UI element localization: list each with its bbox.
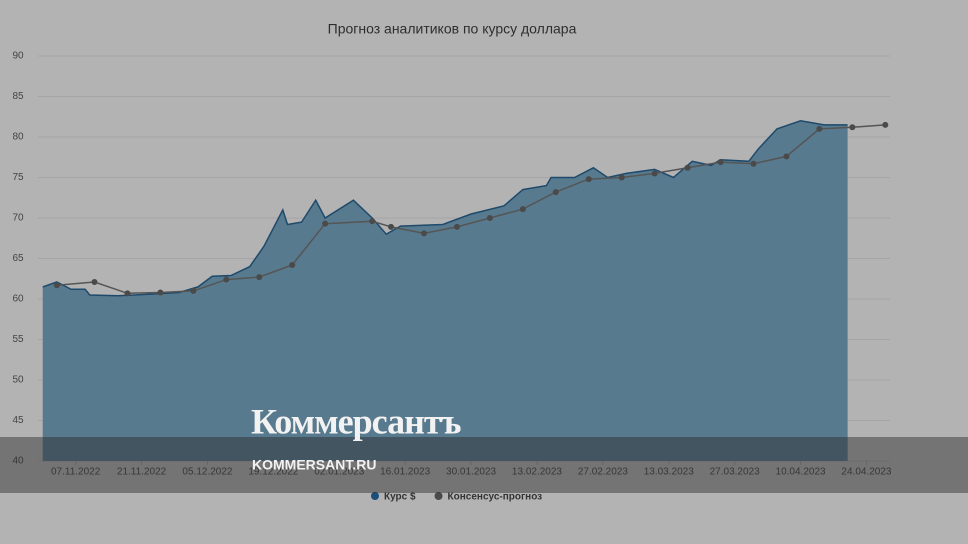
point bbox=[552, 189, 559, 196]
watermark-logo: Коммерсантъ bbox=[251, 401, 462, 441]
y-tick-label: 55 bbox=[12, 334, 24, 345]
y-tick-label: 60 bbox=[12, 294, 24, 305]
point bbox=[618, 174, 625, 181]
x-tick-label: 21.11.2022 bbox=[117, 467, 167, 478]
y-tick-label: 75 bbox=[12, 172, 24, 183]
legend-marker bbox=[434, 492, 443, 500]
point bbox=[717, 159, 724, 166]
point bbox=[519, 206, 526, 213]
point bbox=[190, 287, 197, 294]
point bbox=[124, 290, 131, 297]
legend-label: Консенсус-прогноз bbox=[448, 492, 543, 503]
x-tick-label: 07.11.2022 bbox=[51, 467, 101, 478]
y-tick-label: 50 bbox=[12, 375, 24, 386]
point bbox=[420, 230, 427, 237]
x-tick-label: 27.02.2023 bbox=[578, 467, 628, 478]
point bbox=[388, 223, 395, 230]
x-tick-label: 19.12.2022 bbox=[248, 467, 298, 478]
point bbox=[486, 215, 493, 221]
legend-marker bbox=[371, 492, 379, 500]
point bbox=[750, 160, 757, 167]
x-tick-label: 30.01.2023 bbox=[446, 467, 496, 478]
y-tick-label: 90 bbox=[12, 51, 24, 62]
chart-title: Прогноз аналитиков по курсу доллара bbox=[328, 21, 577, 37]
point bbox=[53, 282, 60, 289]
x-tick-label: 16.01.2023 bbox=[380, 467, 430, 478]
series-line bbox=[42, 120, 848, 297]
x-tick-label: 13.03.2023 bbox=[644, 467, 694, 478]
watermark-band bbox=[0, 437, 968, 493]
point bbox=[157, 289, 164, 296]
point bbox=[684, 164, 691, 171]
point bbox=[849, 124, 856, 131]
series-line bbox=[56, 124, 886, 295]
point bbox=[223, 276, 230, 283]
x-tick-label: 05.12.2022 bbox=[182, 467, 232, 478]
x-tick-label: 10.04.2023 bbox=[776, 467, 826, 478]
y-tick-label: 85 bbox=[12, 91, 24, 102]
x-tick-label: 24.04.2023 bbox=[841, 467, 891, 478]
point bbox=[816, 125, 823, 132]
point bbox=[453, 223, 460, 230]
y-tick-label: 70 bbox=[12, 213, 24, 224]
y-tick-label: 45 bbox=[12, 415, 24, 426]
x-tick-label: 02.01.2023 bbox=[314, 467, 364, 478]
y-tick-label: 40 bbox=[12, 456, 24, 467]
point bbox=[369, 218, 376, 225]
point bbox=[585, 176, 592, 183]
y-tick-label: 80 bbox=[12, 132, 24, 143]
point bbox=[322, 220, 329, 227]
x-tick-label: 13.02.2023 bbox=[512, 467, 562, 478]
point bbox=[783, 153, 790, 160]
point bbox=[882, 121, 889, 128]
point bbox=[91, 278, 98, 285]
y-tick-label: 65 bbox=[12, 253, 24, 264]
watermark-site: KOMMERSANT.RU bbox=[252, 457, 376, 473]
x-tick-label: 27.03.2023 bbox=[710, 467, 760, 478]
point bbox=[651, 170, 658, 177]
point bbox=[289, 261, 296, 268]
legend-label: Курс $ bbox=[384, 492, 416, 503]
point bbox=[256, 274, 263, 281]
area-fill bbox=[42, 120, 848, 462]
